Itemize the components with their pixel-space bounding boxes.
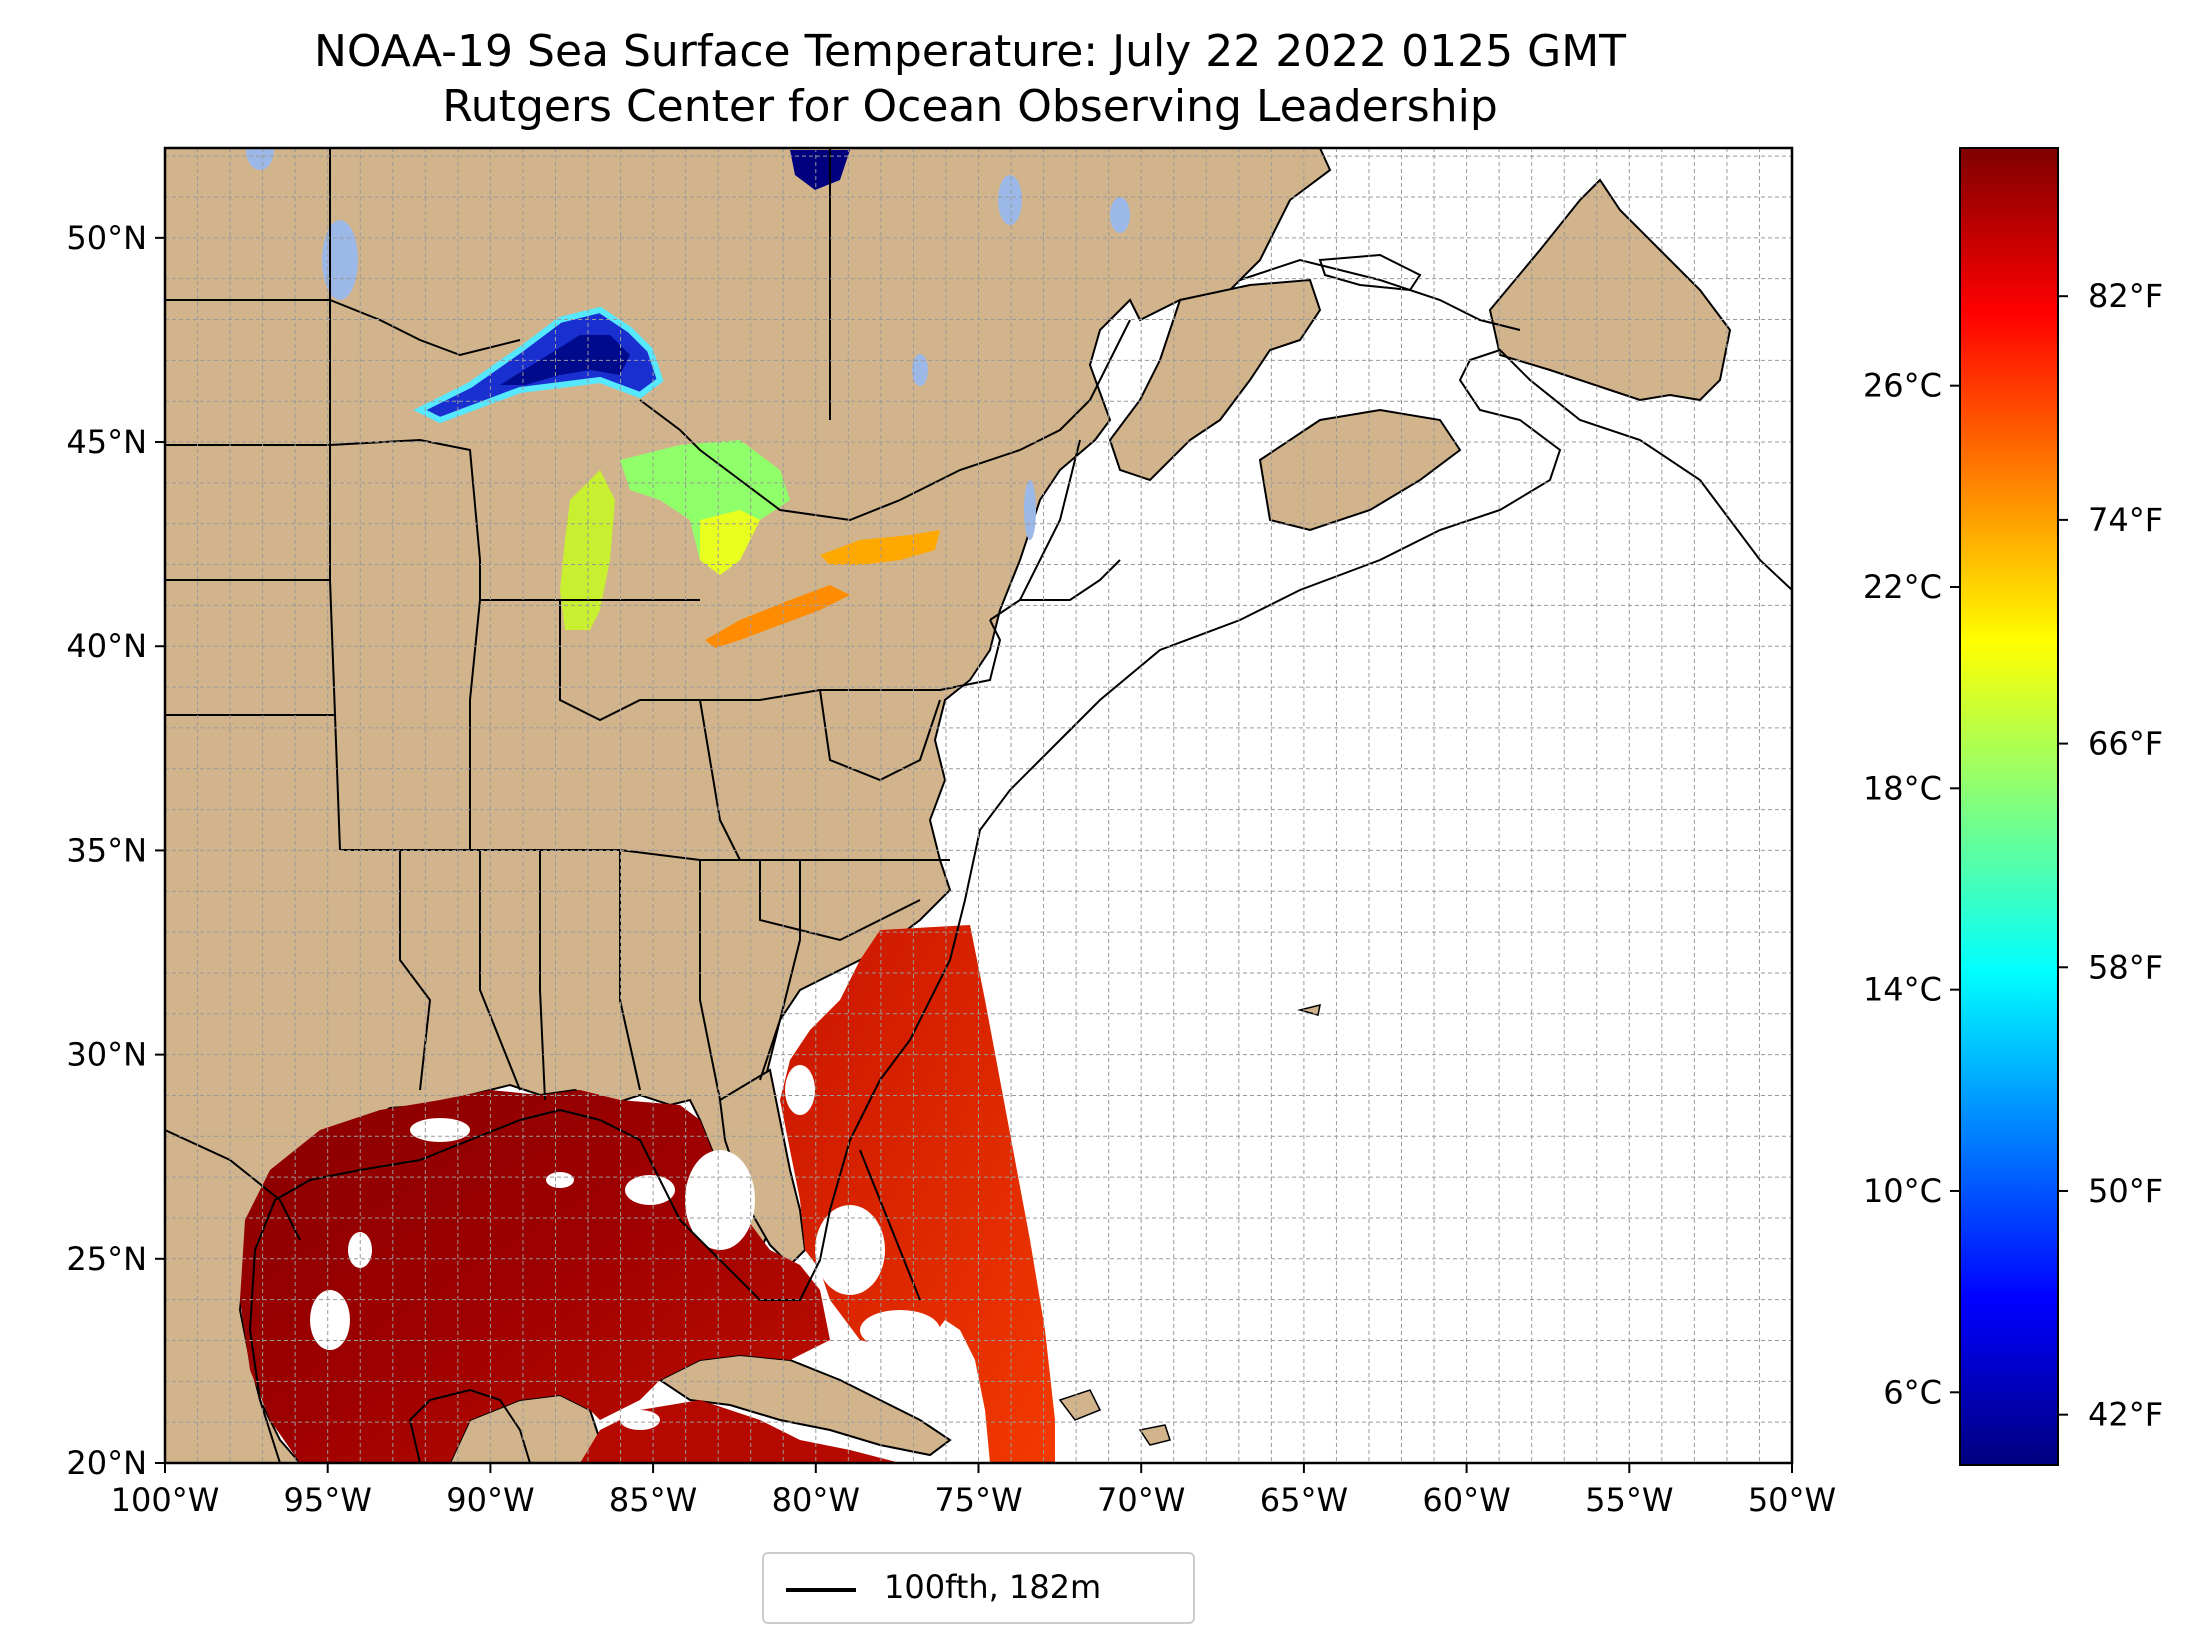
title-line-2: Rutgers Center for Ocean Observing Leade… bbox=[442, 81, 1498, 132]
lon-tick-label: 50°W bbox=[1748, 1481, 1836, 1519]
land-maritimes bbox=[1108, 278, 1322, 482]
lat-tick-label: 35°N bbox=[66, 831, 147, 869]
longitude-axis: 100°W 95°W 90°W 85°W 80°W 75°W 70°W 65°W 60°W 55°… bbox=[111, 1463, 1836, 1519]
map-area bbox=[165, 148, 1792, 1463]
colorbar-fahrenheit-ticks: 42°F 50°F 58°F 66°F 74°F 82°F bbox=[2058, 277, 2163, 1434]
colorbar bbox=[1959, 147, 2059, 1466]
cbar-c-tick-label: 26°C bbox=[1863, 367, 1942, 405]
lon-tick-label: 75°W bbox=[934, 1481, 1022, 1519]
cbar-c-tick-label: 18°C bbox=[1863, 769, 1942, 807]
legend-label: 100fth, 182m bbox=[884, 1568, 1102, 1606]
sst-gulf-south bbox=[580, 1400, 900, 1463]
lon-tick-label: 100°W bbox=[111, 1481, 220, 1519]
sst-james-bay bbox=[790, 150, 850, 190]
isobath-100fth bbox=[248, 258, 1792, 1463]
lat-tick-label: 40°N bbox=[66, 627, 147, 665]
cloud-gaps bbox=[310, 1065, 940, 1430]
lon-tick-label: 70°W bbox=[1097, 1481, 1185, 1519]
lon-tick-label: 95°W bbox=[284, 1481, 372, 1519]
lon-tick-label: 85°W bbox=[609, 1481, 697, 1519]
cbar-f-tick-label: 42°F bbox=[2088, 1396, 2163, 1434]
land-nova-scotia bbox=[1258, 408, 1462, 532]
cbar-f-tick-label: 50°F bbox=[2088, 1172, 2163, 1210]
lat-tick-label: 30°N bbox=[66, 1036, 147, 1074]
cbar-f-tick-label: 82°F bbox=[2088, 277, 2163, 315]
legend-isobath-line bbox=[786, 1588, 856, 1592]
lon-tick-label: 65°W bbox=[1260, 1481, 1348, 1519]
title-line-1: NOAA-19 Sea Surface Temperature: July 22… bbox=[314, 26, 1626, 77]
lon-tick-label: 55°W bbox=[1585, 1481, 1673, 1519]
legend: 100fth, 182m bbox=[762, 1552, 1195, 1624]
land-bahamas bbox=[1058, 1003, 1321, 1446]
cbar-c-tick-label: 6°C bbox=[1883, 1373, 1942, 1411]
cbar-c-tick-label: 22°C bbox=[1863, 568, 1942, 606]
lon-tick-label: 80°W bbox=[772, 1481, 860, 1519]
lat-tick-label: 20°N bbox=[66, 1444, 147, 1482]
lat-tick-label: 45°N bbox=[66, 423, 147, 461]
cbar-c-tick-label: 10°C bbox=[1863, 1172, 1942, 1210]
lat-tick-label: 50°N bbox=[66, 219, 147, 257]
map-gridlines bbox=[165, 148, 1792, 1463]
latitude-axis: 20°N 25°N 30°N 35°N 40°N 45°N 50°N bbox=[66, 219, 165, 1482]
lon-tick-label: 90°W bbox=[446, 1481, 534, 1519]
cbar-c-tick-label: 14°C bbox=[1863, 971, 1942, 1009]
sst-lake-erie bbox=[705, 585, 850, 648]
sst-lake-michigan bbox=[560, 470, 615, 630]
canada-us-border bbox=[165, 148, 1131, 522]
cbar-f-tick-label: 74°F bbox=[2088, 501, 2163, 539]
lon-tick-label: 60°W bbox=[1422, 1481, 1510, 1519]
cbar-f-tick-label: 58°F bbox=[2088, 948, 2163, 986]
sst-gulf-of-mexico bbox=[240, 1090, 830, 1463]
lat-tick-label: 25°N bbox=[66, 1240, 147, 1278]
sst-lake-ontario bbox=[820, 530, 940, 565]
sst-lake-huron-warm bbox=[700, 510, 760, 575]
colorbar-celsius-ticks: 6°C 10°C 14°C 18°C 22°C 26°C bbox=[1863, 367, 1960, 1411]
cbar-f-tick-label: 66°F bbox=[2088, 725, 2163, 763]
land-newfoundland bbox=[1488, 178, 1732, 402]
